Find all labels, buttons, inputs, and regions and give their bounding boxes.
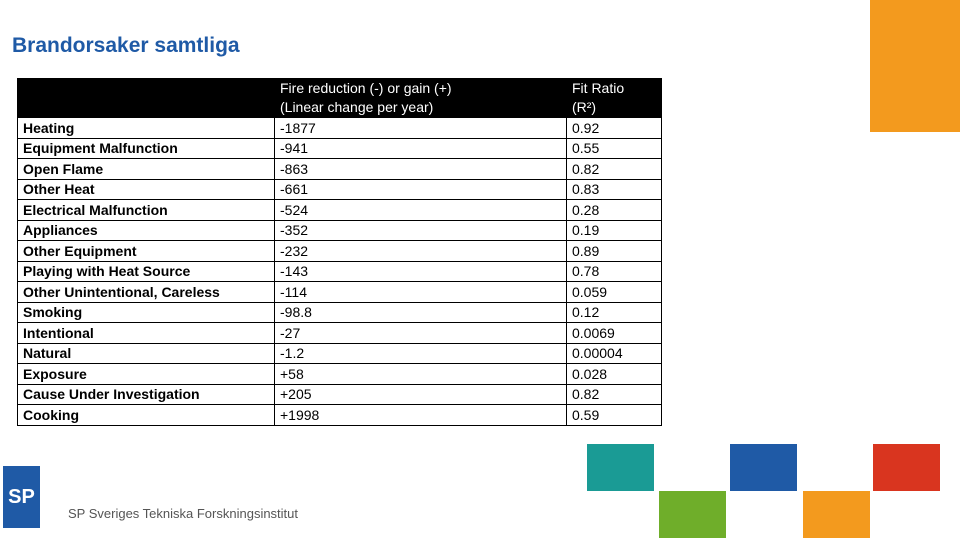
table-cell: 0.28 [566, 199, 662, 221]
deco-square [659, 491, 726, 538]
table-row: Smoking -98.8 0.12 [17, 301, 662, 323]
header-line: Fire reduction (-) or gain (+) [280, 80, 452, 96]
table-row: Appliances -352 0.19 [17, 219, 662, 241]
table-row: Electrical Malfunction -524 0.28 [17, 199, 662, 221]
table-row: Equipment Malfunction -941 0.55 [17, 137, 662, 159]
table-cell: -98.8 [274, 301, 567, 323]
deco-square [730, 444, 797, 491]
table-cell: Exposure [17, 363, 275, 385]
table-cell: -863 [274, 158, 567, 180]
table-cell: Playing with Heat Source [17, 260, 275, 282]
table-cell: 0.82 [566, 383, 662, 405]
table-cell: 0.0069 [566, 322, 662, 344]
table-cell: -232 [274, 240, 567, 262]
table-cell: 0.00004 [566, 342, 662, 364]
table-cell: Equipment Malfunction [17, 137, 275, 159]
table-cell: Cooking [17, 404, 275, 426]
table-row: Open Flame -863 0.82 [17, 158, 662, 180]
table-row: Natural -1.2 0.00004 [17, 342, 662, 364]
table-cell: -1.2 [274, 342, 567, 364]
table-cell: 0.028 [566, 363, 662, 385]
header-line: Fit Ratio [572, 80, 625, 96]
table-cell: -143 [274, 260, 567, 282]
table-cell: +1998 [274, 404, 567, 426]
table-cell: -661 [274, 178, 567, 200]
table-cell: 0.82 [566, 158, 662, 180]
table-row: Playing with Heat Source -143 0.78 [17, 260, 662, 282]
organization-name: SP Sveriges Tekniska Forskningsinstitut [68, 506, 299, 521]
deco-square [803, 491, 870, 538]
table-cell: Electrical Malfunction [17, 199, 275, 221]
table-row: Intentional -27 0.0069 [17, 322, 662, 344]
logo: SP [3, 466, 40, 528]
deco-square [870, 0, 960, 132]
table-row: Cause Under Investigation +205 0.82 [17, 383, 662, 405]
table-cell: Natural [17, 342, 275, 364]
table-row: Other Unintentional, Careless -114 0.059 [17, 281, 662, 303]
header-line: (Linear change per year) [280, 99, 434, 115]
table-cell: 0.89 [566, 240, 662, 262]
table-cell: 0.059 [566, 281, 662, 303]
table-cell: Intentional [17, 322, 275, 344]
table-cell: Heating [17, 117, 275, 139]
header-cell: Fit Ratio (R²) [566, 78, 662, 118]
deco-square [587, 444, 654, 491]
table-cell: +205 [274, 383, 567, 405]
table-row: Other Heat -661 0.83 [17, 178, 662, 200]
header-line: (R²) [572, 99, 597, 115]
table-row: Exposure +58 0.028 [17, 363, 662, 385]
deco-square [873, 444, 940, 491]
table-cell: 0.55 [566, 137, 662, 159]
table-cell: -941 [274, 137, 567, 159]
table-cell: Other Unintentional, Careless [17, 281, 275, 303]
header-row: Fire reduction (-) or gain (+) (Linear ch… [17, 78, 662, 118]
table-cell: Open Flame [17, 158, 275, 180]
table-cell: Appliances [17, 219, 275, 241]
table-cell: 0.12 [566, 301, 662, 323]
table-cell: 0.92 [566, 117, 662, 139]
table-cell: -1877 [274, 117, 567, 139]
table-cell: 0.78 [566, 260, 662, 282]
data-table: Fire reduction (-) or gain (+) (Linear ch… [17, 78, 662, 426]
table-cell: 0.83 [566, 178, 662, 200]
table-cell: Other Equipment [17, 240, 275, 262]
table-cell: +58 [274, 363, 567, 385]
slide-title: Brandorsaker samtliga [12, 34, 240, 57]
table-row: Heating -1877 0.92 [17, 117, 662, 139]
table-cell: Smoking [17, 301, 275, 323]
table-row: Cooking +1998 0.59 [17, 404, 662, 426]
table-cell: Other Heat [17, 178, 275, 200]
table-cell: -27 [274, 322, 567, 344]
table-cell: -524 [274, 199, 567, 221]
table-cell: 0.59 [566, 404, 662, 426]
table-cell: -114 [274, 281, 567, 303]
table-row: Other Equipment -232 0.89 [17, 240, 662, 262]
header-cell: Fire reduction (-) or gain (+) (Linear ch… [274, 78, 567, 118]
table-cell: -352 [274, 219, 567, 241]
table-cell: Cause Under Investigation [17, 383, 275, 405]
table-cell: 0.19 [566, 219, 662, 241]
header-cell [17, 78, 275, 118]
